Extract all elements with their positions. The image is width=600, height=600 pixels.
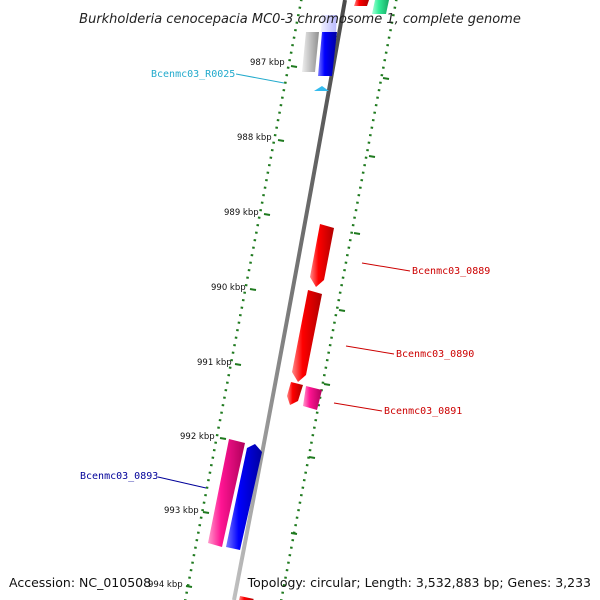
kbp-label-993: 993 kbp xyxy=(164,506,199,516)
connector-0891 xyxy=(333,402,383,412)
scale-major-ticks xyxy=(185,65,298,588)
feature-red-bottom[interactable] xyxy=(239,596,254,600)
accession-text: Accession: NC_010508 xyxy=(9,575,151,590)
feature-blue-top[interactable] xyxy=(318,32,337,76)
kbp-tick-987 xyxy=(290,65,298,68)
feature-green-top[interactable] xyxy=(372,0,389,14)
map-title: Burkholderia cenocepacia MC0-3 chromosom… xyxy=(79,12,521,27)
kbp-label-989: 989 kbp xyxy=(224,208,259,218)
connector-0890 xyxy=(345,345,395,355)
feature-cds-0893[interactable] xyxy=(226,444,262,550)
kbp-tick-989 xyxy=(263,213,271,216)
feature-cds-0891a[interactable] xyxy=(287,382,303,405)
gene-label-r0025[interactable]: Bcenmc03_R0025 xyxy=(151,69,235,80)
gene-label-0889[interactable]: Bcenmc03_0889 xyxy=(412,266,490,277)
kbp-tick-990 xyxy=(249,288,257,291)
gene-label-0893[interactable]: Bcenmc03_0893 xyxy=(80,471,158,482)
kbp-tick-988 xyxy=(277,139,285,142)
connector-r0025 xyxy=(235,73,285,84)
kbp-tick-992 xyxy=(219,437,227,440)
feature-gray-top[interactable] xyxy=(302,32,319,72)
kbp-label-987: 987 kbp xyxy=(250,58,285,68)
kbp-label-991: 991 kbp xyxy=(197,358,232,368)
kbp-tick-991 xyxy=(234,363,242,366)
label-connectors xyxy=(157,73,411,489)
connector-0889 xyxy=(361,262,411,272)
gene-label-0891[interactable]: Bcenmc03_0891 xyxy=(384,406,462,417)
feature-pseudo-0893[interactable] xyxy=(208,439,245,547)
outer-ring-ticks xyxy=(290,77,390,535)
feature-lavender-top[interactable] xyxy=(321,15,337,32)
kbp-labels: 987 kbp 988 kbp 989 kbp 990 kbp 991 kbp … xyxy=(148,58,285,590)
scale-ring-dots xyxy=(184,0,398,600)
feature-trna-r0025[interactable] xyxy=(314,86,329,91)
kbp-tick-993 xyxy=(202,511,210,514)
gene-label-0890[interactable]: Bcenmc03_0890 xyxy=(396,349,474,360)
topology-text: Topology: circular; Length: 3,532,883 bp… xyxy=(247,575,591,590)
kbp-label-988: 988 kbp xyxy=(237,133,272,143)
kbp-label-990: 990 kbp xyxy=(211,283,246,293)
chromosome-backbone xyxy=(232,0,347,600)
kbp-label-994: 994 kbp xyxy=(148,580,183,590)
kbp-label-992: 992 kbp xyxy=(180,432,215,442)
connector-0893 xyxy=(157,476,207,489)
feature-cds-0889[interactable] xyxy=(310,224,334,287)
gene-features[interactable] xyxy=(208,0,389,600)
kbp-tick-994 xyxy=(185,585,193,588)
feature-red-top[interactable] xyxy=(354,0,369,6)
feature-cds-0890[interactable] xyxy=(292,290,322,382)
feature-pseudo-0891[interactable] xyxy=(303,386,322,410)
gene-labels[interactable]: Bcenmc03_R0025 Bcenmc03_0889 Bcenmc03_08… xyxy=(80,69,490,482)
